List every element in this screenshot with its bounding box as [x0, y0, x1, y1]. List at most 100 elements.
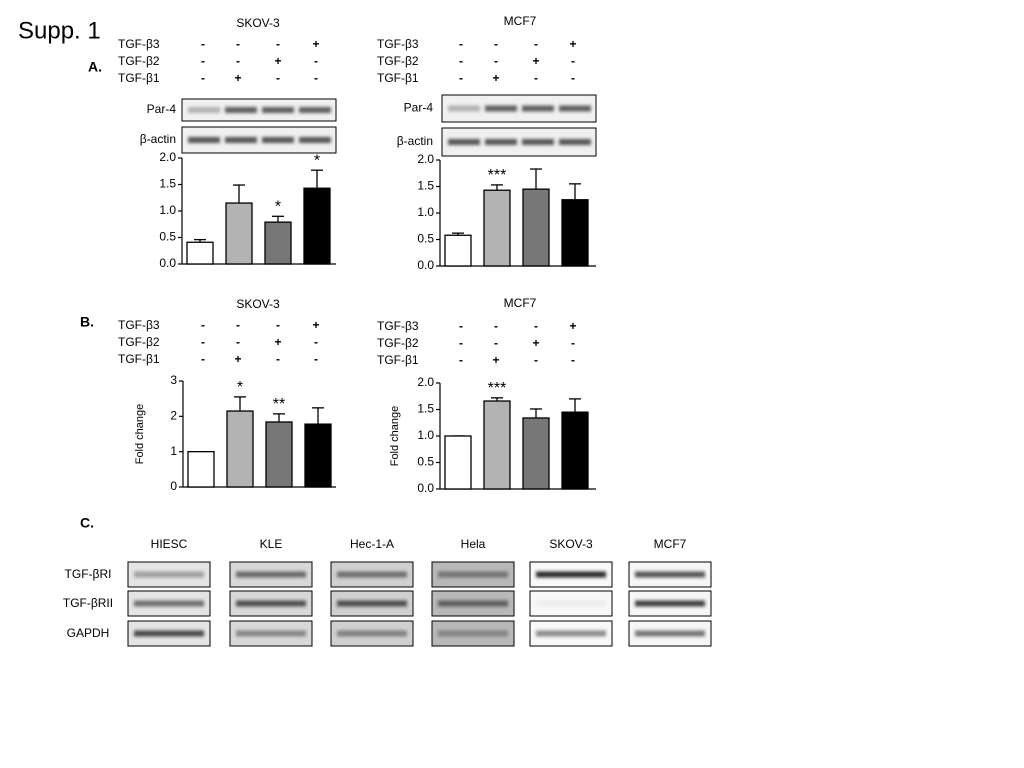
treatment-sign: - — [201, 335, 205, 349]
y-tick-label: 0.5 — [159, 230, 176, 244]
treatment-label: TGF-β2 — [118, 54, 160, 68]
y-tick-label: 1.0 — [159, 203, 176, 217]
y-tick-label: 1 — [170, 444, 177, 458]
bar — [264, 221, 292, 265]
blot-band — [559, 105, 591, 112]
treatment-sign: + — [569, 37, 576, 51]
treatment-sign: - — [571, 54, 575, 68]
cell-line-label: Hela — [461, 537, 486, 551]
blot-band — [236, 600, 306, 607]
blot-band — [438, 600, 508, 607]
blot-band — [559, 139, 591, 145]
bar — [561, 199, 589, 267]
blot — [181, 98, 337, 122]
treatment-sign: - — [571, 353, 575, 367]
blot-band — [438, 630, 508, 637]
treatment-sign: + — [532, 336, 539, 350]
treatment-label: TGF-β1 — [377, 353, 419, 367]
y-tick-label: 1.0 — [417, 428, 434, 442]
treatment-sign: - — [236, 37, 240, 51]
y-tick-label: 0.5 — [417, 455, 434, 469]
treatment-label: TGF-β1 — [118, 71, 160, 85]
treatment-sign: - — [236, 54, 240, 68]
significance: ** — [273, 396, 285, 413]
blot-band — [225, 107, 257, 113]
chart-title: SKOV-3 — [236, 297, 280, 311]
blot-band — [536, 600, 606, 607]
blot-band — [262, 137, 294, 143]
blot-band — [299, 107, 331, 113]
blot-band — [236, 571, 306, 578]
y-axis-label: Fold change — [389, 406, 401, 467]
cell-line-label: MCF7 — [654, 537, 687, 551]
y-axis-label: Fold change — [134, 404, 146, 465]
treatment-sign: - — [459, 319, 463, 333]
blot-label: β-actin — [397, 134, 433, 148]
treatment-sign: - — [276, 37, 280, 51]
treatment-sign: - — [236, 335, 240, 349]
treatment-sign: + — [274, 54, 281, 68]
treatment-sign: + — [234, 71, 241, 85]
cell-line-label: Hec-1-A — [350, 537, 394, 551]
blot-band — [236, 630, 306, 637]
significance: * — [314, 152, 320, 169]
y-tick-label: 2.0 — [159, 150, 176, 164]
treatment-sign: + — [532, 54, 539, 68]
cell-line-label: SKOV-3 — [549, 537, 593, 551]
treatment-sign: - — [314, 352, 318, 366]
blot-band — [635, 630, 705, 637]
treatment-sign: - — [459, 336, 463, 350]
treatment-sign: + — [234, 352, 241, 366]
bar — [522, 417, 550, 490]
blot-band — [485, 139, 517, 145]
treatment-sign: - — [534, 71, 538, 85]
bar — [483, 189, 511, 267]
bar — [304, 423, 332, 488]
treatment-sign: - — [494, 54, 498, 68]
blot-band — [134, 630, 204, 637]
blot-band — [262, 107, 294, 113]
panel-label: A. — [88, 59, 102, 75]
treatment-sign: - — [494, 336, 498, 350]
treatment-sign: - — [314, 71, 318, 85]
blot-band — [188, 137, 220, 143]
blot-band — [337, 630, 407, 637]
treatment-sign: - — [201, 318, 205, 332]
blot-band — [536, 571, 606, 578]
panel-label: C. — [80, 515, 94, 531]
y-tick-label: 2.0 — [417, 152, 434, 166]
significance: *** — [488, 380, 507, 397]
blot-band — [522, 105, 554, 112]
blot-band — [225, 137, 257, 143]
bar — [186, 241, 214, 265]
y-tick-label: 0 — [170, 479, 177, 493]
treatment-sign: - — [494, 319, 498, 333]
treatment-sign: - — [201, 71, 205, 85]
bar — [561, 411, 589, 490]
treatment-sign: - — [459, 71, 463, 85]
protein-label: TGF-βRII — [63, 596, 113, 610]
blot-label: β-actin — [140, 132, 176, 146]
treatment-sign: - — [534, 37, 538, 51]
treatment-sign: - — [571, 336, 575, 350]
significance: * — [237, 379, 243, 396]
treatment-sign: - — [459, 353, 463, 367]
y-tick-label: 1.0 — [417, 205, 434, 219]
blot-band — [337, 571, 407, 578]
bar — [225, 202, 253, 265]
protein-label: TGF-βRI — [65, 567, 112, 581]
blot-band — [448, 139, 480, 145]
chart-title: SKOV-3 — [236, 16, 280, 30]
treatment-sign: - — [459, 37, 463, 51]
treatment-label: TGF-β2 — [377, 336, 419, 350]
treatment-sign: - — [534, 319, 538, 333]
y-tick-label: 0.0 — [417, 258, 434, 272]
y-tick-label: 1.5 — [417, 179, 434, 193]
treatment-sign: - — [534, 353, 538, 367]
treatment-label: TGF-β1 — [118, 352, 160, 366]
blot-band — [635, 600, 705, 607]
y-tick-label: 0.0 — [159, 256, 176, 270]
blot-band — [188, 107, 220, 113]
treatment-sign: - — [276, 352, 280, 366]
